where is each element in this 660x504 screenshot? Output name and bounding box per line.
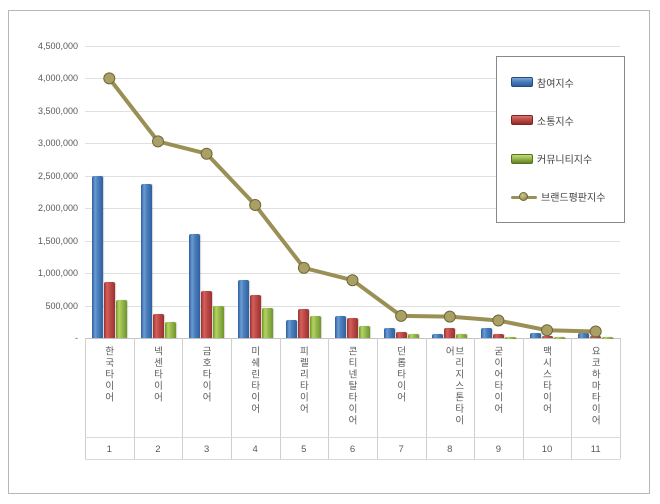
x-axis-baseline <box>85 338 620 339</box>
category-rank-label: 2 <box>155 444 161 455</box>
category-rank-label: 9 <box>495 444 502 455</box>
category-separator <box>328 338 330 459</box>
category-label: 던롭타이어 <box>394 346 406 404</box>
bar-커뮤니티지수 <box>261 307 273 338</box>
category-separator <box>279 338 281 459</box>
y-axis-tick-label: 2,500,000 <box>37 170 78 181</box>
category-separator <box>85 338 86 459</box>
legend-bar-swatch <box>511 153 533 164</box>
category-separator <box>571 338 573 459</box>
bar-소통지수 <box>492 334 504 338</box>
bar-소통지수 <box>590 335 602 338</box>
y-axis-tick-label: 3,500,000 <box>37 105 78 116</box>
bar-커뮤니티지수 <box>553 337 565 339</box>
y-axis-tick-label: 3,000,000 <box>37 138 78 149</box>
bar-소통지수 <box>298 308 310 338</box>
category-rank-label: 1 <box>106 444 112 455</box>
bar-참여지수 <box>529 333 541 338</box>
axis-level-separator <box>85 437 620 438</box>
legend-bar-swatch <box>511 115 533 126</box>
bar-참여지수 <box>237 280 249 338</box>
y-axis-tick-label: 1,500,000 <box>37 235 78 246</box>
bar-참여지수 <box>91 175 103 338</box>
y-axis-tick-label: 4,500,000 <box>37 41 78 51</box>
category-rank-label: 7 <box>398 444 404 455</box>
gridline <box>85 305 620 307</box>
category-label: 넥센타이어 <box>151 346 163 404</box>
bar-참여지수 <box>480 328 492 338</box>
category-label: 굳이어타이어 <box>491 346 503 415</box>
legend-label: 커뮤니티지수 <box>537 155 593 167</box>
bar-참여지수 <box>140 183 152 338</box>
category-label: 한국타이어 <box>102 346 114 404</box>
category-rank-label: 6 <box>349 444 356 455</box>
bar-커뮤니티지수 <box>456 334 468 338</box>
category-label: 피렐리타이어 <box>297 346 309 415</box>
legend-item-참여지수: 참여지수 <box>511 75 624 90</box>
category-rank-label: 8 <box>447 444 453 455</box>
y-axis-tick-label: 500,000 <box>45 300 78 311</box>
legend-label: 참여지수 <box>537 78 574 90</box>
bar-커뮤니티지수 <box>115 299 127 338</box>
category-separator <box>474 338 476 459</box>
y-axis-tick-label: 1,000,000 <box>37 268 78 279</box>
category-rank-label: 4 <box>252 444 258 455</box>
gridline <box>85 273 620 275</box>
category-rank-label: 3 <box>203 444 210 455</box>
category-label: 맥시스타이어 <box>540 346 552 415</box>
category-separator <box>133 338 135 459</box>
y-axis-tick-label: 2,000,000 <box>37 203 78 214</box>
legend-item-소통지수: 소통지수 <box>511 113 624 128</box>
bar-커뮤니티지수 <box>164 322 176 338</box>
bar-커뮤니티지수 <box>602 337 614 340</box>
category-separator <box>230 338 232 459</box>
category-label: 요코하마타이어 <box>589 346 601 427</box>
category-rank-label: 11 <box>590 444 601 455</box>
bar-커뮤니티지수 <box>213 306 225 338</box>
legend-line-swatch <box>511 191 537 202</box>
legend-label: 소통지수 <box>537 116 574 128</box>
bar-소통지수 <box>103 281 115 338</box>
bar-참여지수 <box>189 233 201 338</box>
gridline <box>85 46 620 47</box>
bar-커뮤니티지수 <box>359 325 370 338</box>
y-axis-tick-label: 4,000,000 <box>37 73 78 84</box>
category-rank-label: 5 <box>301 444 307 455</box>
bar-참여지수 <box>578 333 590 338</box>
legend-item-커뮤니티지수: 커뮤니티지수 <box>511 151 624 166</box>
category-separator <box>376 338 378 459</box>
bar-참여지수 <box>432 333 444 338</box>
category-label: 금호타이어 <box>200 346 212 404</box>
category-label: 콘티넨탈타이어 <box>346 346 357 427</box>
bar-참여지수 <box>335 315 346 338</box>
bar-소통지수 <box>201 291 213 338</box>
bar-커뮤니티지수 <box>407 334 419 338</box>
bar-소통지수 <box>249 294 261 338</box>
legend-bar-swatch <box>511 77 533 88</box>
category-separator <box>620 338 621 459</box>
category-separator <box>425 338 427 459</box>
bar-커뮤니티지수 <box>310 315 322 338</box>
bar-소통지수 <box>152 314 164 338</box>
y-axis-tick-label: - <box>75 333 78 343</box>
bar-커뮤니티지수 <box>504 336 516 339</box>
bar-소통지수 <box>395 331 407 338</box>
category-label: 미쉐린타이어 <box>248 346 260 415</box>
category-separator <box>522 338 524 459</box>
legend-line-marker <box>519 191 528 201</box>
category-separator <box>182 338 184 459</box>
legend-label: 브랜드평판지수 <box>541 193 606 205</box>
legend-item-브랜드평판지수: 브랜드평판지수 <box>511 189 624 204</box>
axis-bottom-border <box>85 459 620 460</box>
category-rank-label: 10 <box>541 444 553 455</box>
category-label: 브리지스톤타이어 <box>443 346 464 427</box>
bar-소통지수 <box>347 317 358 338</box>
bar-소통지수 <box>444 328 456 338</box>
bar-참여지수 <box>286 319 298 338</box>
bar-참여지수 <box>383 328 395 338</box>
bar-소통지수 <box>541 336 553 339</box>
gridline <box>85 240 620 242</box>
